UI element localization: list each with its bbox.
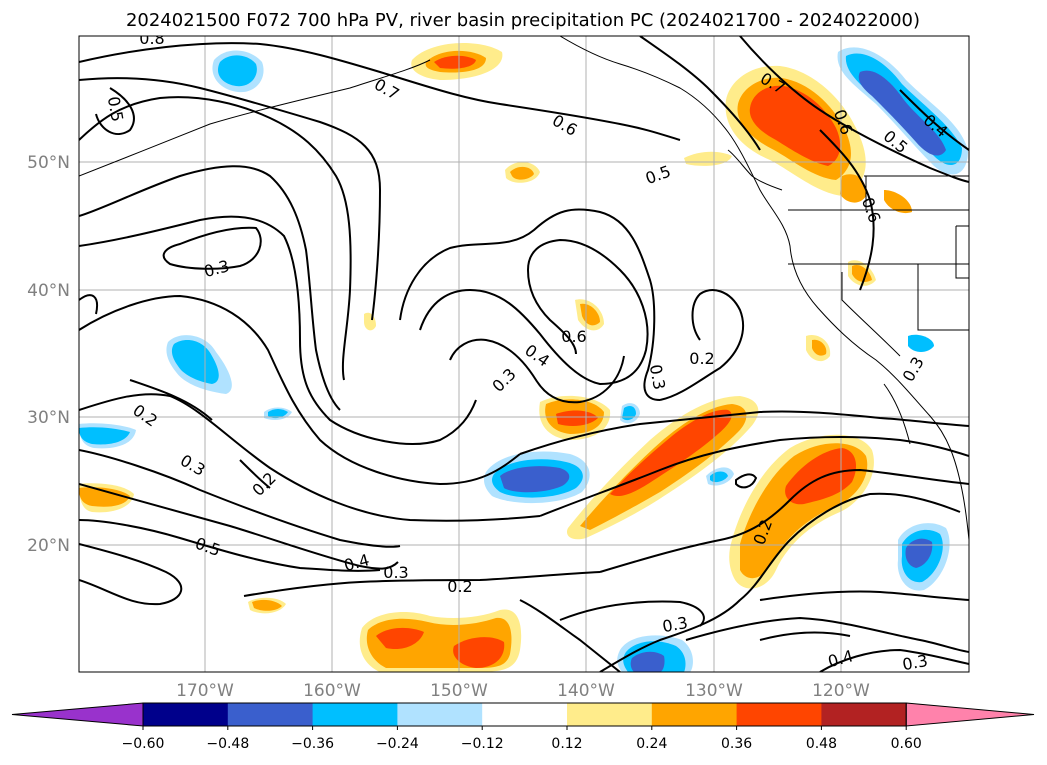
colorbar-tick-label: −0.36 bbox=[291, 736, 334, 752]
contour-label: 0.6 bbox=[561, 327, 586, 346]
anomaly-diagonal-band bbox=[566, 396, 759, 540]
latitude-labels: 50°N 40°N 30°N 20°N bbox=[27, 153, 70, 556]
contour-label: 0.2 bbox=[447, 577, 472, 596]
contour-label: 0.3 bbox=[383, 563, 408, 582]
colorbar-tick-label: −0.48 bbox=[206, 736, 249, 752]
colorbar-box bbox=[736, 703, 822, 726]
colorbar: −0.60 −0.48 −0.36 −0.24 −0.12 0.12 0.24 0.36 0.4… bbox=[11, 702, 1035, 752]
pv-contours bbox=[79, 36, 969, 672]
lon-label: 150°W bbox=[430, 681, 488, 701]
map-area: 0.8 0.5 0.7 0.6 0.5 0.7 0.3 0.6 0.4 0.3 … bbox=[79, 29, 969, 674]
coastlines bbox=[79, 36, 969, 541]
map-title: 2024021500 F072 700 hPa PV, river basin … bbox=[126, 10, 920, 31]
colorbar-outline bbox=[142, 702, 907, 727]
colorbar-tick-label: 0.48 bbox=[806, 736, 837, 752]
shading-layer bbox=[79, 42, 968, 672]
contour-label: 0.2 bbox=[689, 349, 714, 368]
colorbar-box bbox=[143, 703, 229, 726]
anomaly-south bbox=[359, 609, 693, 672]
map-frame bbox=[78, 35, 970, 673]
colorbar-box bbox=[227, 703, 314, 726]
colorbar-tick-label: −0.60 bbox=[122, 736, 165, 752]
colorbar-tick-label: 0.24 bbox=[636, 736, 667, 752]
contour-label: 0.5 bbox=[104, 95, 127, 123]
contour-label: 0.3 bbox=[661, 613, 689, 636]
colorbar-box bbox=[482, 703, 568, 726]
lon-label: 170°W bbox=[176, 681, 234, 701]
colorbar-box bbox=[312, 703, 398, 726]
colorbar-box bbox=[567, 703, 653, 726]
longitude-labels: 170°W 160°W 150°W 140°W 130°W 120°W bbox=[176, 681, 870, 701]
anomaly-small-features bbox=[79, 50, 934, 614]
lat-label: 40°N bbox=[27, 281, 70, 301]
lat-label: 20°N bbox=[27, 536, 70, 556]
colorbar-tick-label: 0.36 bbox=[721, 736, 752, 752]
colorbar-tick-label: −0.24 bbox=[376, 736, 419, 752]
lat-label: 50°N bbox=[27, 153, 70, 173]
colorbar-box bbox=[397, 703, 483, 726]
lon-label: 130°W bbox=[685, 681, 743, 701]
lon-label: 140°W bbox=[557, 681, 615, 701]
anomaly-canada-negative bbox=[837, 47, 968, 175]
colorbar-tick-label: −0.12 bbox=[461, 736, 504, 752]
anomaly-bc-coast bbox=[684, 65, 912, 214]
contour-label: 0.3 bbox=[901, 651, 929, 674]
lon-label: 120°W bbox=[812, 681, 870, 701]
colorbar-arrow-right bbox=[905, 702, 1035, 727]
colorbar-box bbox=[651, 703, 738, 726]
colorbar-box bbox=[821, 703, 907, 726]
lat-label: 30°N bbox=[27, 408, 70, 428]
graticule bbox=[79, 36, 969, 672]
colorbar-boxes bbox=[11, 702, 1035, 727]
colorbar-arrow-left bbox=[11, 702, 144, 727]
anomaly-nw-pacific-ne bbox=[411, 42, 503, 80]
anomaly-central-pacific bbox=[484, 395, 611, 504]
contour-label: 0.3 bbox=[646, 363, 669, 391]
contour-label: 0.8 bbox=[139, 29, 164, 48]
colorbar-tick-label: 0.12 bbox=[551, 736, 582, 752]
colorbar-ticks: −0.60 −0.48 −0.36 −0.24 −0.12 0.12 0.24 0.36 0.4… bbox=[122, 726, 922, 752]
lon-label: 160°W bbox=[303, 681, 361, 701]
colorbar-tick-label: 0.60 bbox=[891, 736, 922, 752]
